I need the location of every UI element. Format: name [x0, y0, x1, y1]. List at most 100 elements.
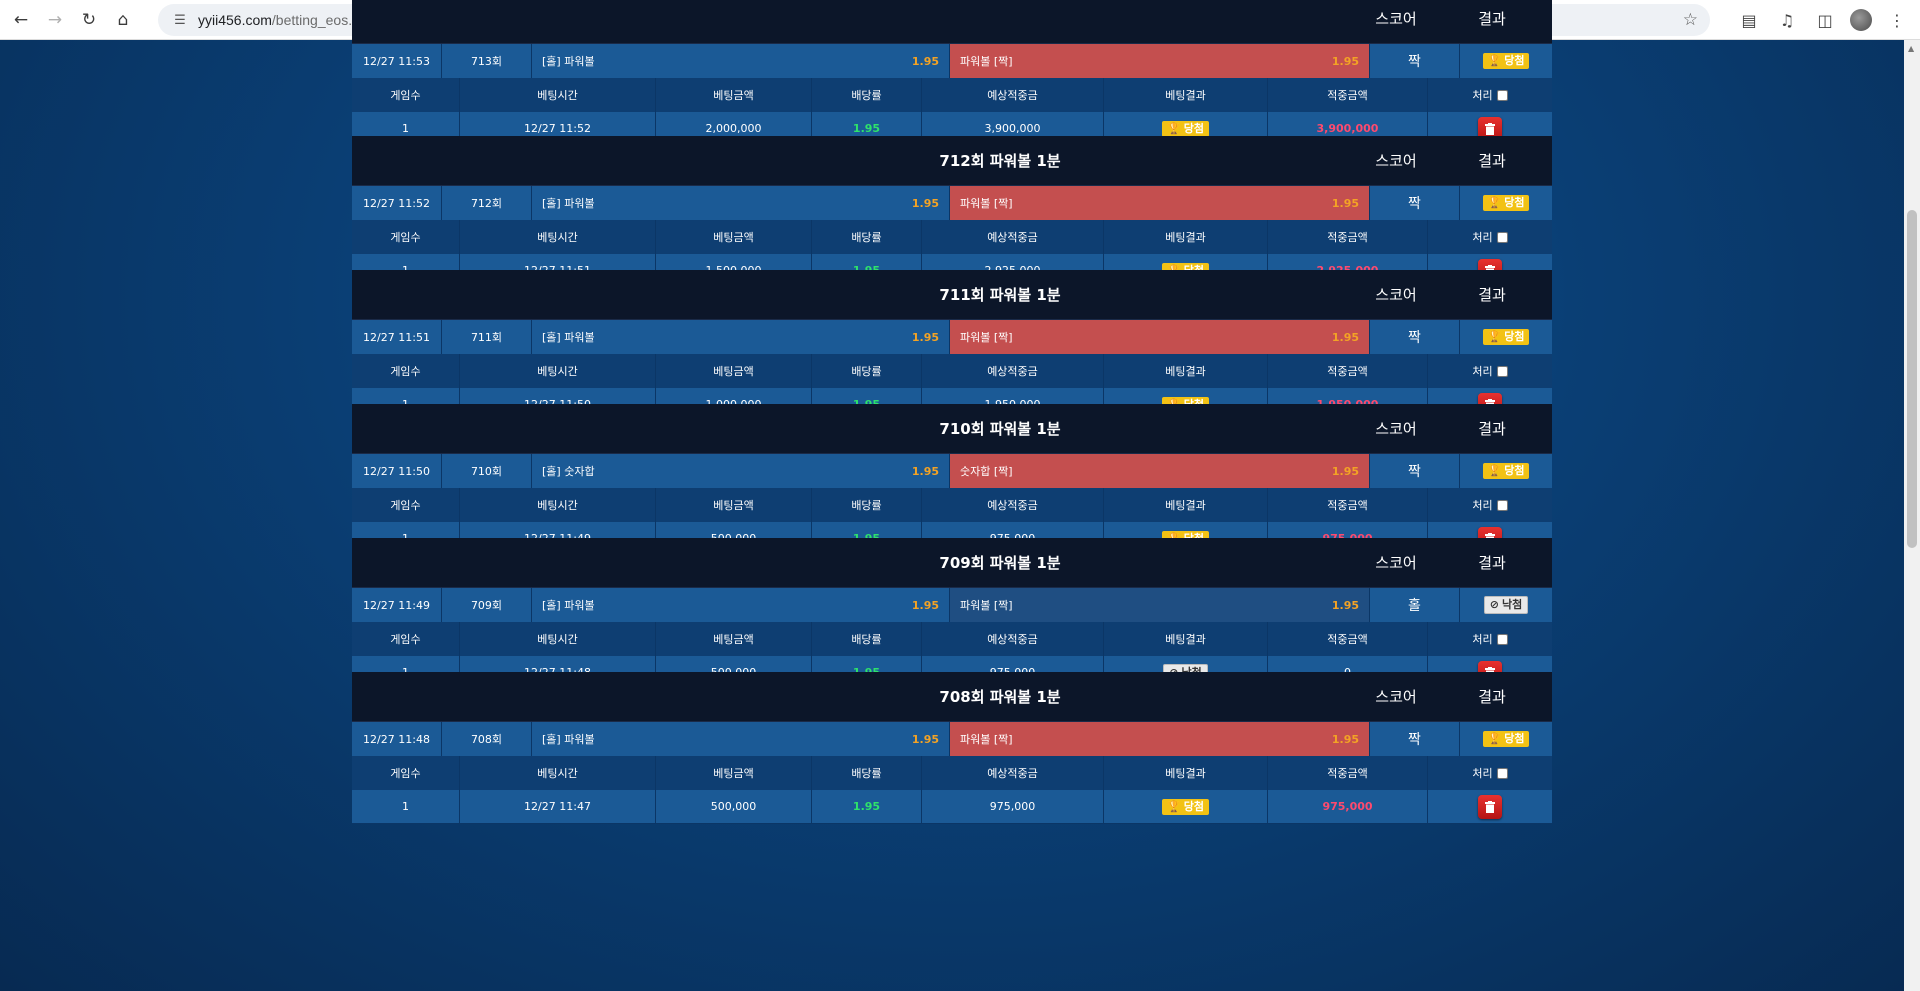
col-bet-time: 베팅시간	[460, 354, 656, 388]
bet-time: 12/27 11:53	[352, 44, 442, 78]
col-win-amount: 적중금액	[1268, 354, 1428, 388]
back-icon[interactable]: ←	[13, 9, 29, 30]
col-odds: 배당률	[812, 488, 922, 522]
detail-header-row: 게임수 베팅시간 베팅금액 배당률 예상적중금 베팅결과 적중금액 처리	[352, 354, 1552, 388]
result-badge: 🏆 당첨	[1482, 195, 1530, 211]
round-header: 712회 파워볼 1분 스코어 결과	[352, 136, 1552, 186]
bet-row: 12/27 11:49 709회 [홀] 파워볼 1.95 파워볼 [짝] 1.95…	[352, 588, 1552, 622]
col-bet-amount: 베팅금액	[656, 220, 812, 254]
score-header: 스코어	[1375, 420, 1417, 438]
reload-icon[interactable]: ↻	[81, 9, 97, 30]
pick-even[interactable]: 파워볼 [짝] 1.95	[950, 44, 1370, 78]
scrollbar-thumb[interactable]	[1907, 210, 1917, 548]
result-text: 당첨	[1504, 464, 1525, 477]
col-game-count: 게임수	[352, 78, 460, 112]
side-panel-icon[interactable]: ◫	[1817, 10, 1833, 30]
bookmark-star-icon[interactable]: ☆	[1682, 10, 1698, 30]
trophy-icon: 🏆	[1487, 464, 1502, 477]
result-badge: ⊘ 낙첨	[1483, 596, 1529, 614]
result-text: 낙첨	[1501, 598, 1523, 611]
col-game-count: 게임수	[352, 756, 460, 790]
page-scrollbar[interactable]: ▲	[1904, 40, 1920, 991]
round-header: 708회 파워볼 1분 스코어 결과	[352, 672, 1552, 722]
pick-odd[interactable]: [홀] 파워볼 1.95	[532, 320, 950, 354]
url-host: yyii456.com	[198, 12, 272, 28]
select-all-checkbox[interactable]	[1496, 89, 1508, 101]
col-expected-win: 예상적중금	[922, 488, 1104, 522]
game-count: 1	[352, 790, 460, 823]
bet-time: 12/27 11:48	[352, 722, 442, 756]
scroll-up-icon[interactable]: ▲	[1908, 44, 1915, 53]
media-control-icon[interactable]: ♫	[1779, 10, 1795, 30]
col-bet-amount: 베팅금액	[656, 488, 812, 522]
col-expected-win: 예상적중금	[922, 354, 1104, 388]
pick-even[interactable]: 파워볼 [짝] 1.95	[950, 186, 1370, 220]
round-title: 710회 파워볼 1분	[939, 420, 1061, 438]
expected-win: 3,900,000	[922, 112, 1104, 145]
result-cell: ⊘ 낙첨	[1460, 588, 1552, 622]
pick-odd[interactable]: [홀] 파워볼 1.95	[532, 44, 950, 78]
trophy-icon: 🏆	[1487, 732, 1502, 745]
result-header: 결과	[1478, 688, 1506, 706]
bet-time: 12/27 11:51	[352, 320, 442, 354]
result-header: 결과	[1478, 420, 1506, 438]
col-bet-result: 베팅결과	[1104, 622, 1268, 656]
trophy-icon: 🏆	[1487, 196, 1502, 209]
extensions-icon[interactable]: ▤	[1741, 10, 1757, 30]
select-all-checkbox[interactable]	[1496, 767, 1508, 779]
menu-dots-icon[interactable]: ⋮	[1889, 10, 1905, 30]
col-process: 처리	[1428, 78, 1552, 112]
col-bet-result: 베팅결과	[1104, 354, 1268, 388]
bet-row: 12/27 11:52 712회 [홀] 파워볼 1.95 파워볼 [짝] 1.95…	[352, 186, 1552, 220]
trash-icon	[1485, 800, 1495, 813]
pick-odd[interactable]: [홀] 파워볼 1.95	[532, 186, 950, 220]
col-bet-time: 베팅시간	[460, 756, 656, 790]
game-count: 1	[352, 112, 460, 145]
pick-even[interactable]: 파워볼 [짝] 1.95	[950, 588, 1370, 622]
select-all-checkbox[interactable]	[1496, 231, 1508, 243]
detail-header-row: 게임수 베팅시간 베팅금액 배당률 예상적중금 베팅결과 적중금액 처리	[352, 756, 1552, 790]
pick-even[interactable]: 파워볼 [짝] 1.95	[950, 722, 1370, 756]
process-cell	[1428, 790, 1552, 823]
bet-row: 12/27 11:53 713회 [홀] 파워볼 1.95 파워볼 [짝] 1.95…	[352, 44, 1552, 78]
score-header: 스코어	[1375, 554, 1417, 572]
round-title: 708회 파워볼 1분	[939, 688, 1061, 706]
pick-odd[interactable]: [홀] 파워볼 1.95	[532, 722, 950, 756]
detail-bet-time: 12/27 11:47	[460, 790, 656, 823]
result-badge: 🏆 당첨	[1482, 463, 1530, 479]
result-header: 결과	[1478, 152, 1506, 170]
home-icon[interactable]: ⌂	[117, 9, 129, 30]
score-value: 짝	[1370, 44, 1460, 78]
round-header: 711회 파워볼 1분 스코어 결과	[352, 270, 1552, 320]
col-process: 처리	[1428, 756, 1552, 790]
detail-result-badge: 🏆당첨	[1162, 120, 1209, 137]
trophy-icon: 🏆	[1487, 54, 1502, 67]
score-header: 스코어	[1375, 286, 1417, 304]
pick-odd[interactable]: [홀] 숫자합 1.95	[532, 454, 950, 488]
site-info-icon[interactable]: ☰	[174, 12, 186, 28]
pick-even[interactable]: 파워볼 [짝] 1.95	[950, 320, 1370, 354]
result-text: 당첨	[1504, 196, 1525, 209]
win-amount: 975,000	[1268, 790, 1428, 823]
score-value: 짝	[1370, 186, 1460, 220]
select-all-checkbox[interactable]	[1496, 633, 1508, 645]
trophy-icon: 🏆	[1167, 799, 1181, 813]
detail-header-row: 게임수 베팅시간 베팅금액 배당률 예상적중금 베팅결과 적중금액 처리	[352, 622, 1552, 656]
col-bet-amount: 베팅금액	[656, 78, 812, 112]
pick-odd[interactable]: [홀] 파워볼 1.95	[532, 588, 950, 622]
col-expected-win: 예상적중금	[922, 756, 1104, 790]
select-all-checkbox[interactable]	[1496, 499, 1508, 511]
bet-row: 12/27 11:48 708회 [홀] 파워볼 1.95 파워볼 [짝] 1.95…	[352, 722, 1552, 756]
col-win-amount: 적중금액	[1268, 622, 1428, 656]
score-header: 스코어	[1375, 10, 1417, 28]
select-all-checkbox[interactable]	[1496, 365, 1508, 377]
col-bet-amount: 베팅금액	[656, 622, 812, 656]
pick-even[interactable]: 숫자합 [짝] 1.95	[950, 454, 1370, 488]
col-bet-time: 베팅시간	[460, 220, 656, 254]
delete-button[interactable]	[1478, 794, 1502, 819]
profile-avatar[interactable]	[1850, 9, 1872, 31]
col-expected-win: 예상적중금	[922, 622, 1104, 656]
round-header: 스코어 결과	[352, 0, 1552, 44]
result-header: 결과	[1478, 286, 1506, 304]
forward-icon[interactable]: →	[47, 9, 63, 30]
